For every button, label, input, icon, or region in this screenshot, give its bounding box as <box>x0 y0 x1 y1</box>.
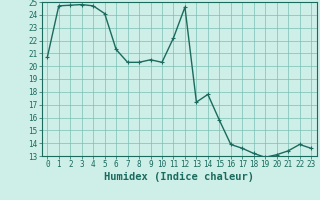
X-axis label: Humidex (Indice chaleur): Humidex (Indice chaleur) <box>104 172 254 182</box>
